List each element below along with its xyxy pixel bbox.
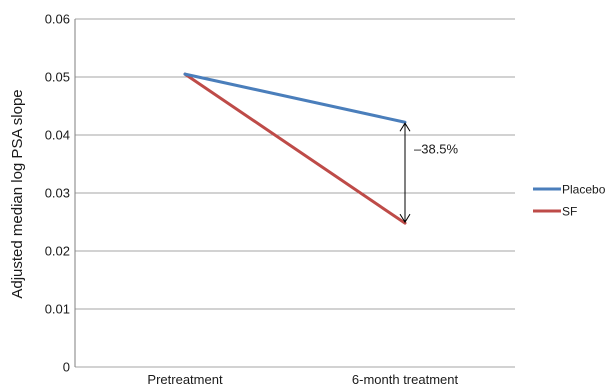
difference-annotation: –38.5%: [399, 122, 459, 224]
y-tick-label: 0.04: [45, 128, 70, 143]
x-tick-label: 6-month treatment: [352, 372, 459, 387]
arrow-head-up: [399, 122, 411, 132]
y-axis-title: Adjusted median log PSA slope: [9, 89, 26, 298]
series-lines: [183, 72, 407, 225]
gridlines: [74, 18, 515, 368]
x-tick-label: Pretreatment: [147, 372, 223, 387]
y-tick-label: 0.06: [45, 12, 70, 27]
legend: Placebo SF: [533, 183, 606, 219]
y-tick-label: 0.03: [45, 186, 70, 201]
y-tick-label: 0.02: [45, 244, 70, 259]
x-tick-labels: Pretreatment 6-month treatment: [147, 372, 458, 387]
series-line-sf: [183, 72, 407, 225]
y-tick-label: 0.05: [45, 70, 70, 85]
difference-label: –38.5%: [414, 142, 459, 157]
legend-label: Placebo: [562, 183, 606, 197]
series-line-placebo: [183, 72, 407, 124]
y-tick-labels: 0 0.01 0.02 0.03 0.04 0.05 0.06: [45, 12, 70, 375]
legend-label: SF: [562, 205, 577, 219]
arrow-head-down: [399, 213, 411, 224]
y-tick-label: 0: [63, 360, 70, 375]
y-tick-label: 0.01: [45, 302, 70, 317]
